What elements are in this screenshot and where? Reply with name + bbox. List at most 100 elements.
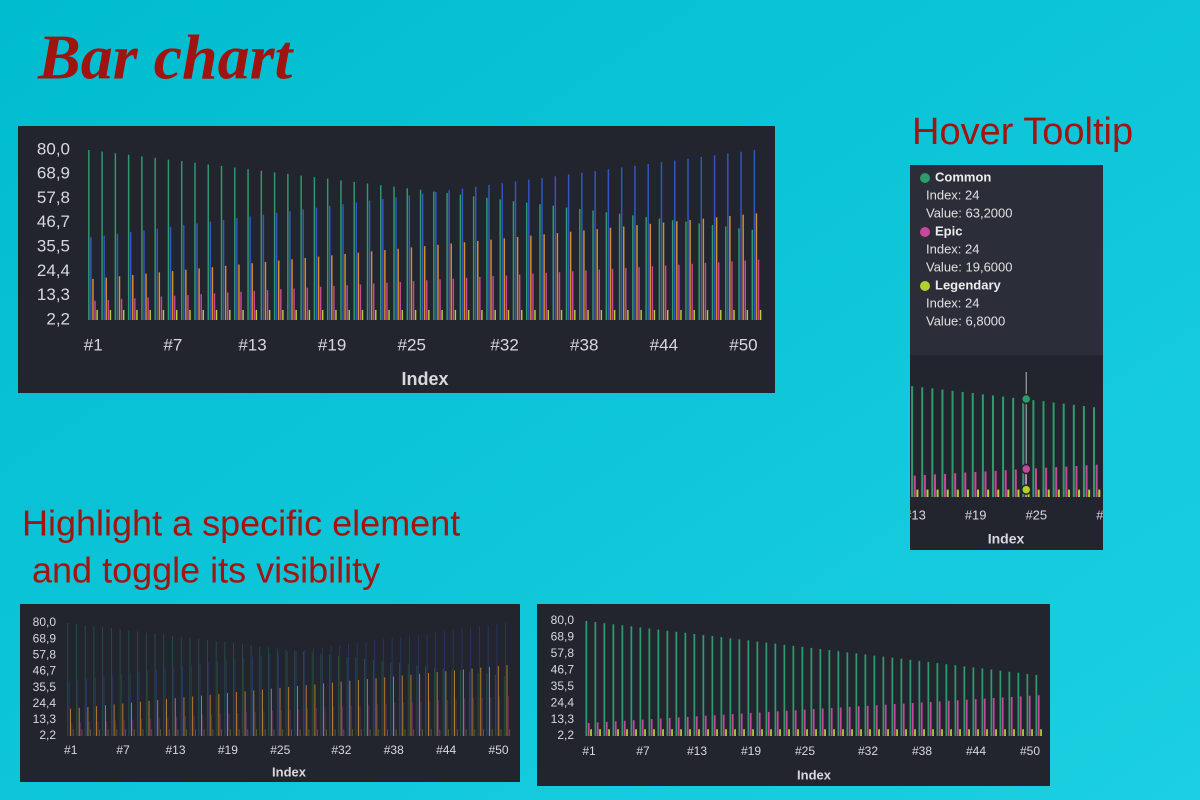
bar [436,672,438,736]
bar [275,212,278,320]
bar [452,278,455,320]
y-tick-label: 35,5 [37,237,70,256]
bar [1026,673,1029,736]
bar [262,214,265,320]
bar [465,729,467,736]
bar [268,647,269,736]
bar [635,729,637,736]
bar [893,704,896,736]
bar [408,195,411,320]
bar [299,729,301,736]
bar [356,642,358,736]
bar [587,309,589,320]
bar [1098,489,1101,497]
bar [687,158,689,320]
bar [426,633,428,736]
bar [902,703,905,736]
bar [516,236,519,320]
bar [1037,695,1040,736]
bar [286,652,288,736]
bar [491,729,493,736]
hover-point [1020,393,1032,405]
bar [337,655,339,736]
bar [738,639,741,736]
bar [186,729,188,736]
x-tick-label: #44 [650,335,678,354]
x-tick-label: #25 [1025,507,1047,522]
bar [505,275,508,320]
bar [599,729,601,736]
bar [720,637,723,736]
bar [931,388,934,497]
bar [404,729,406,736]
bar [987,489,990,497]
bar [932,729,934,736]
bar [1004,729,1006,736]
bar [596,722,599,736]
bar [711,636,714,736]
x-tick-label: #32 [331,743,351,757]
bar [365,641,367,736]
bar [166,699,167,736]
bar [297,686,298,736]
bar [729,638,732,736]
bar [116,233,119,320]
bar [353,181,355,320]
x-tick-label: #7 [636,744,650,758]
bar [298,708,300,736]
bar [282,729,284,736]
bar [361,309,364,320]
bar [1075,465,1078,497]
bar [454,309,457,320]
bar [779,729,781,736]
bar [611,268,614,320]
bar [560,309,563,320]
bar [951,390,954,497]
bar [472,196,475,320]
bar [742,214,744,320]
bar [364,659,365,736]
bar [241,644,243,736]
bar [342,706,343,736]
bar [711,224,714,320]
bar [647,163,649,320]
bar [543,234,545,320]
bar [797,729,799,736]
bar [180,161,183,320]
bar [324,707,326,736]
bar [94,677,96,736]
x-tick-label: #19 [218,743,238,757]
bar [291,729,292,736]
bar [630,626,633,736]
bar [67,623,69,736]
bar [984,471,987,497]
bar [1022,729,1024,736]
bar [137,631,138,736]
bar [238,264,240,320]
bar [121,674,122,736]
bar [981,668,984,736]
bar [183,697,185,736]
bar [253,690,255,736]
bar [176,716,177,736]
bar [131,702,132,736]
y-tick-label: 68,9 [37,164,70,183]
bar [125,729,126,736]
bar [359,284,362,320]
bar [455,699,457,736]
bar [98,729,100,736]
bar [348,643,349,736]
bar [109,309,112,320]
bar [579,208,581,320]
bar [677,717,680,736]
bar [918,660,921,736]
bar [112,675,114,736]
bar [182,665,183,736]
bar [428,672,429,736]
bar [945,664,948,736]
bar [671,729,673,736]
bar [851,729,853,736]
bar [866,705,869,736]
bar [158,272,161,320]
tooltip-index: Index: 24 [926,295,980,310]
